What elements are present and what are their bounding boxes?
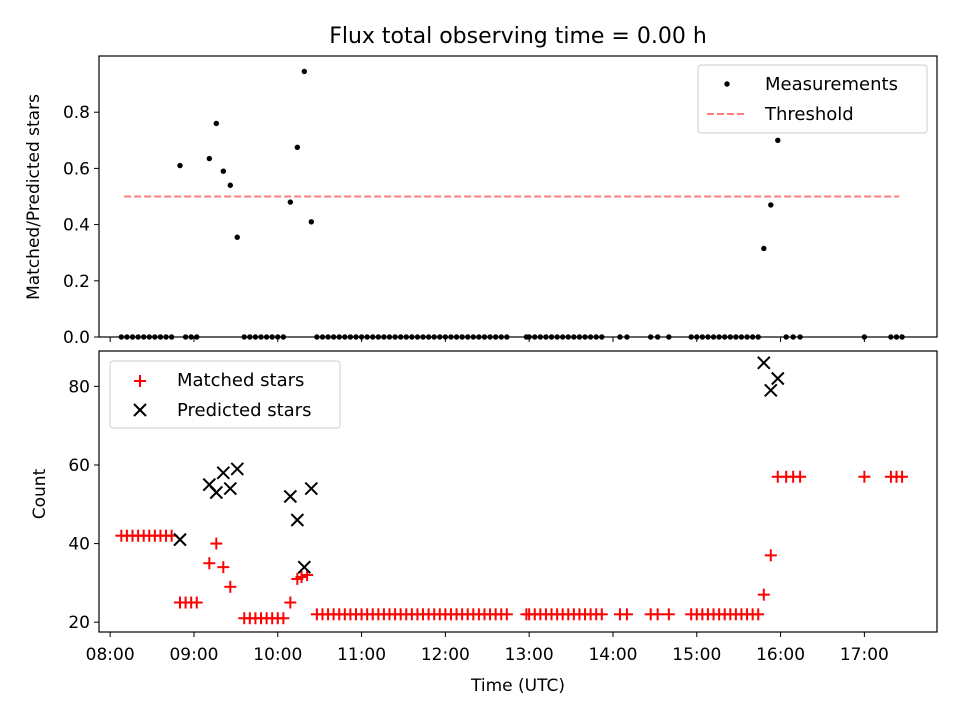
bottom-panel: Count Time (UTC) 08:00 09:00 10:00 11:00 12:… xyxy=(30,350,938,696)
x-tick-label-4: 12:00 xyxy=(421,645,470,665)
measurement-point-27 xyxy=(287,199,294,205)
x-tick-label-0: 08:00 xyxy=(86,645,135,665)
top-chart-title: Flux total observing time = 0.00 h xyxy=(329,24,707,49)
matched-star-point-103 xyxy=(794,470,807,483)
legend-matched-label: Matched stars xyxy=(177,370,304,391)
x-tick-label-6: 14:00 xyxy=(588,645,637,665)
bottom-plot-frame xyxy=(98,350,938,633)
top-legend-box xyxy=(697,64,928,134)
matched-star-point-84 xyxy=(662,608,675,621)
measurement-point-10 xyxy=(177,162,183,169)
measurement-point-18 xyxy=(234,234,240,240)
bottom-legend-box xyxy=(109,360,341,429)
matched-star-point-99 xyxy=(764,549,777,562)
top-plot-frame xyxy=(98,55,938,338)
predicted-star-point-7 xyxy=(290,513,305,527)
predicted-star-point-4 xyxy=(223,481,237,496)
matched-star-point-26 xyxy=(284,596,297,609)
matched-star-point-15 xyxy=(210,537,223,550)
x-tick-label-7: 15:00 xyxy=(672,645,721,665)
predicted-star-point-12 xyxy=(771,371,785,386)
matched-star-point-107 xyxy=(896,470,909,483)
x-tick-label-1: 09:00 xyxy=(169,645,218,665)
predicted-star-point-0 xyxy=(173,532,187,547)
bottom-y-tick-label-1: 40 xyxy=(68,535,90,555)
predicted-star-point-9 xyxy=(304,481,319,496)
matched-star-point-79 xyxy=(595,608,608,621)
bottom-axis-ticks: 08:00 09:00 10:00 11:00 12:00 13:00 14:00 15:00… xyxy=(68,377,889,665)
legend-measurements-label: Measurements xyxy=(765,74,898,95)
bottom-y-axis-label: Count xyxy=(30,468,50,519)
matched-star-point-16 xyxy=(217,561,230,574)
matched-star-point-97 xyxy=(752,608,765,621)
x-tick-label-8: 16:00 xyxy=(756,645,805,665)
x-axis-label: Time (UTC) xyxy=(470,676,565,696)
predicted-star-point-2 xyxy=(209,485,224,500)
x-tick-label-2: 10:00 xyxy=(253,645,302,665)
bottom-y-tick-label-2: 60 xyxy=(68,456,90,476)
matched-star-point-64 xyxy=(500,608,513,621)
bottom-legend: Matched stars Predicted stars xyxy=(109,360,341,429)
legend-threshold-label: Threshold xyxy=(764,104,854,125)
top-y-tick-label-2: 0.4 xyxy=(63,216,90,236)
bottom-y-tick-label-3: 80 xyxy=(68,377,90,397)
top-y-axis-label: Matched/Predicted stars xyxy=(24,94,44,300)
measurement-point-30 xyxy=(308,219,314,225)
top-legend: Measurements Threshold xyxy=(697,64,928,134)
measurement-point-16 xyxy=(220,168,227,174)
matched-star-point-17 xyxy=(224,580,237,593)
predicted-star-point-6 xyxy=(283,489,298,504)
measurement-point-101 xyxy=(775,137,781,143)
matched-star-point-98 xyxy=(757,588,770,601)
predicted-star-point-10 xyxy=(757,356,771,370)
top-y-tick-label-1: 0.2 xyxy=(63,272,90,292)
legend-measurements-marker xyxy=(724,81,730,87)
predicted-star-point-3 xyxy=(216,466,231,480)
legend-predicted-label: Predicted stars xyxy=(177,400,311,421)
measurement-point-14 xyxy=(206,155,213,162)
top-y-tick-label-4: 0.8 xyxy=(63,103,90,123)
top-panel: Flux total observing time = 0.00 h Match… xyxy=(24,24,938,348)
measurement-point-28 xyxy=(294,144,301,151)
measurement-point-15 xyxy=(213,120,220,127)
x-tick-label-3: 11:00 xyxy=(337,645,386,665)
measurement-point-99 xyxy=(761,245,767,252)
matched-star-point-81 xyxy=(620,608,633,621)
legend-predicted-marker xyxy=(133,403,147,417)
matched-star-point-14 xyxy=(203,557,216,570)
top-axis-ticks: 0.0 0.2 0.4 0.6 0.8 xyxy=(63,103,865,348)
x-tick-label-9: 17:00 xyxy=(840,645,889,665)
predicted-star-point-8 xyxy=(297,560,312,574)
top-y-tick-label-3: 0.6 xyxy=(63,159,90,179)
bottom-y-tick-label-0: 20 xyxy=(68,613,90,633)
predicted-star-point-5 xyxy=(230,462,244,476)
matched-star-point-25 xyxy=(277,612,290,625)
matched-star-point-28 xyxy=(295,570,308,583)
x-tick-label-5: 13:00 xyxy=(505,645,554,665)
matched-star-point-13 xyxy=(190,596,203,609)
predicted-star-point-11 xyxy=(764,383,778,398)
measurement-point-100 xyxy=(768,202,774,208)
matched-star-point-83 xyxy=(651,608,664,621)
measurement-point-29 xyxy=(301,68,308,75)
counts-layer xyxy=(115,356,909,625)
measurement-point-17 xyxy=(227,182,233,188)
legend-matched-marker xyxy=(134,375,146,387)
top-y-tick-label-0: 0.0 xyxy=(63,328,90,348)
matched-star-point-104 xyxy=(858,470,871,483)
